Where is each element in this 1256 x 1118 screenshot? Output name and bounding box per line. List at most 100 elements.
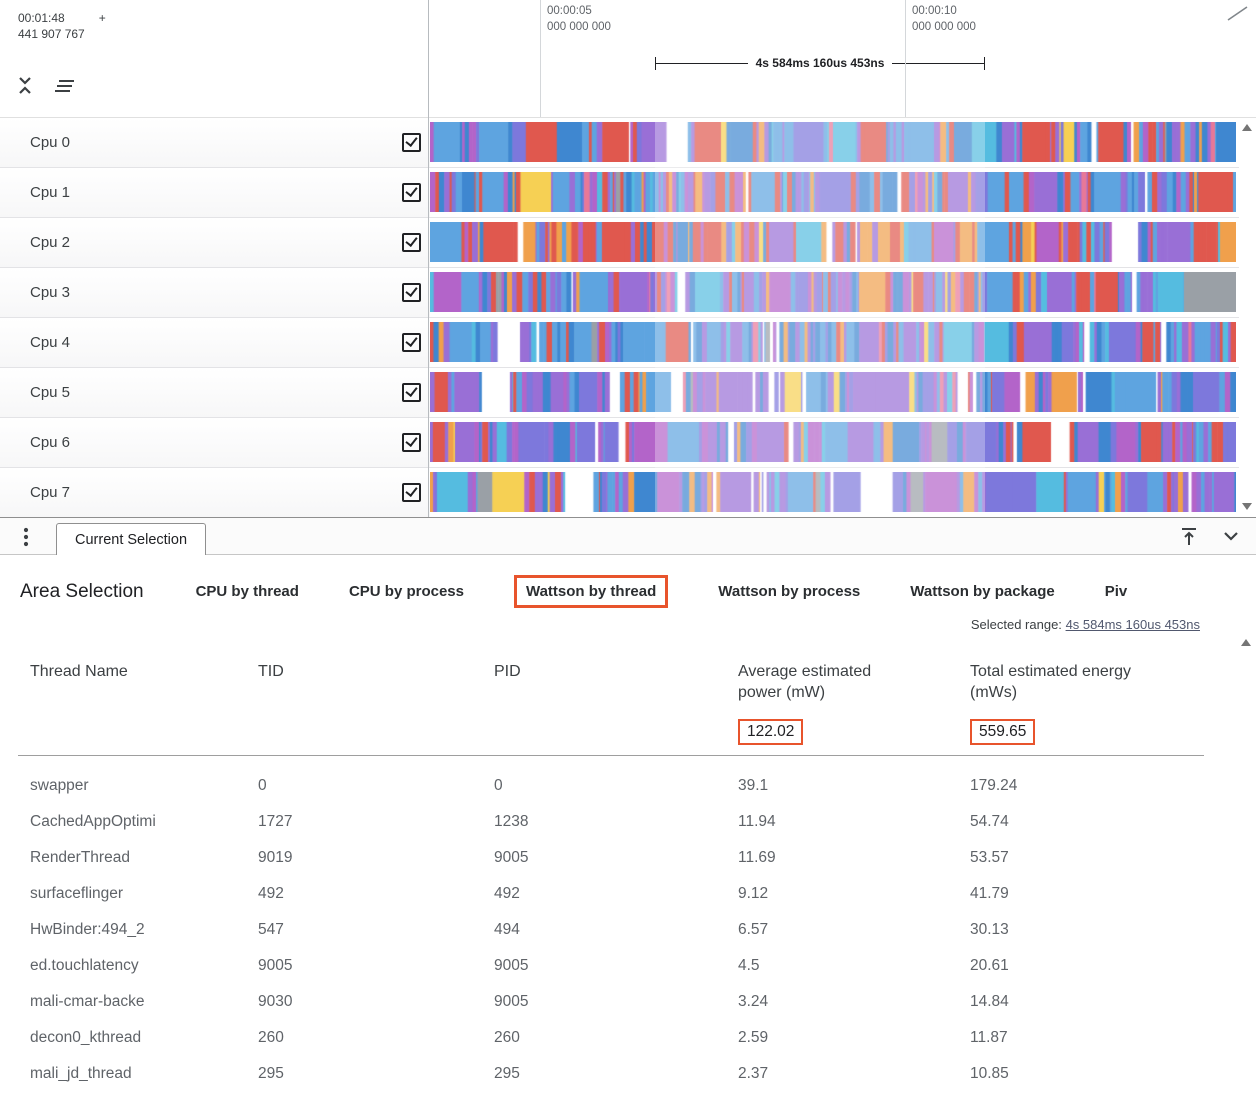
diagonal-handle-icon xyxy=(1227,6,1248,21)
table-cell: 547 xyxy=(258,921,284,938)
table-row[interactable]: CachedAppOptimi 1727 1238 11.94 54.74 xyxy=(30,804,1204,840)
table-cell: 20.61 xyxy=(970,957,1009,974)
table-cell: 2.59 xyxy=(738,1029,769,1046)
table-cell: 4.5 xyxy=(738,957,760,974)
selection-duration-bracket: 4s 584ms 160us 453ns xyxy=(655,55,986,71)
track-timeline[interactable] xyxy=(430,468,1256,517)
table-cell: mali-cmar-backe xyxy=(30,993,145,1010)
track-label-cell[interactable]: Cpu 4 xyxy=(0,318,430,367)
cpu-track-row: Cpu 0 xyxy=(0,118,1256,168)
column-header: Thread Name xyxy=(30,663,128,680)
summary-empty-cell xyxy=(494,719,738,745)
tick-subtime: 000 000 000 xyxy=(912,20,976,33)
track-slices-canvas[interactable] xyxy=(430,222,1236,262)
table-row[interactable]: mali-cmar-backe 9030 9005 3.24 14.84 xyxy=(30,984,1204,1020)
track-checkbox[interactable] xyxy=(402,483,421,502)
tab-cpu-by-process[interactable]: CPU by process xyxy=(348,583,464,600)
table-cell: 14.84 xyxy=(970,993,1009,1010)
table-cell: 260 xyxy=(258,1029,284,1046)
track-timeline[interactable] xyxy=(430,418,1256,467)
track-checkbox[interactable] xyxy=(402,283,421,302)
table-row[interactable]: mali_jd_thread 295 295 2.37 10.85 xyxy=(30,1056,1204,1092)
track-label-cell[interactable]: Cpu 3 xyxy=(0,268,430,317)
scroll-up-arrow-icon[interactable] xyxy=(1241,639,1251,646)
track-label-cell[interactable]: Cpu 5 xyxy=(0,368,430,417)
timeline-gridline: 00:00:10 000 000 000 xyxy=(905,0,976,117)
track-label-cell[interactable]: Cpu 7 xyxy=(0,468,430,517)
table-cell: 11.87 xyxy=(970,1029,1008,1046)
unfold-less-icon[interactable] xyxy=(14,76,36,95)
track-checkbox[interactable] xyxy=(402,183,421,202)
table-row[interactable]: swapper 0 0 39.1 179.24 xyxy=(30,768,1204,804)
table-cell: HwBinder:494_2 xyxy=(30,921,145,938)
drag-handle-icon[interactable] xyxy=(22,526,30,548)
table-cell: 9019 xyxy=(258,849,293,866)
scroll-down-arrow-icon[interactable] xyxy=(1242,503,1252,510)
track-checkbox[interactable] xyxy=(402,433,421,452)
track-slices-canvas[interactable] xyxy=(430,322,1236,362)
track-title: Cpu 4 xyxy=(30,334,71,351)
track-title: Cpu 7 xyxy=(30,484,71,501)
table-cell: 54.74 xyxy=(970,813,1009,830)
tab-wattson-by-process[interactable]: Wattson by process xyxy=(718,583,861,600)
table-row[interactable]: HwBinder:494_2 547 494 6.57 30.13 xyxy=(30,912,1204,948)
track-label-cell[interactable]: Cpu 0 xyxy=(0,118,430,167)
area-selection-title: Area Selection xyxy=(20,580,144,602)
track-title: Cpu 2 xyxy=(30,234,71,251)
track-title: Cpu 0 xyxy=(30,134,71,151)
track-slices-canvas[interactable] xyxy=(430,472,1236,512)
table-cell: 492 xyxy=(494,885,520,902)
scroll-up-arrow-icon[interactable] xyxy=(1242,124,1252,131)
table-cell: 41.79 xyxy=(970,885,1009,902)
table-cell: surfaceflinger xyxy=(30,885,124,902)
table-row[interactable]: RenderThread 9019 9005 11.69 53.57 xyxy=(30,840,1204,876)
details-scrollbar[interactable] xyxy=(1241,639,1251,646)
tab-wattson-by-thread[interactable]: Wattson by thread xyxy=(513,575,669,608)
tab-wattson-by-package[interactable]: Wattson by package xyxy=(910,583,1055,600)
table-row[interactable]: ed.touchlatency 9005 9005 4.5 20.61 xyxy=(30,948,1204,984)
track-slices-canvas[interactable] xyxy=(430,422,1236,462)
tab-cpu-by-thread[interactable]: CPU by thread xyxy=(195,583,299,600)
track-timeline[interactable] xyxy=(430,318,1256,367)
cpu-track-row: Cpu 6 xyxy=(0,418,1256,468)
summary-total-energy-cell: 559.65 xyxy=(970,719,1204,745)
cpu-track-row: Cpu 2 xyxy=(0,218,1256,268)
table-cell: 2.37 xyxy=(738,1065,769,1082)
chevron-down-icon[interactable] xyxy=(1220,525,1242,547)
track-slices-canvas[interactable] xyxy=(430,172,1236,212)
timeline-header[interactable]: 00:01:48 + 441 907 767 4s 584ms 160us 453… xyxy=(0,0,1256,117)
tab-current-selection[interactable]: Current Selection xyxy=(56,523,207,555)
tab-current-selection-label: Current Selection xyxy=(75,531,188,548)
table-row[interactable]: surfaceflinger 492 492 9.12 41.79 xyxy=(30,876,1204,912)
track-label-cell[interactable]: Cpu 6 xyxy=(0,418,430,467)
track-label-cell[interactable]: Cpu 1 xyxy=(0,168,430,217)
track-checkbox[interactable] xyxy=(402,233,421,252)
selected-range-value[interactable]: 4s 584ms 160us 453ns xyxy=(1065,617,1200,632)
track-slices-canvas[interactable] xyxy=(430,272,1236,312)
track-timeline[interactable] xyxy=(430,118,1256,167)
clear-all-icon[interactable] xyxy=(52,77,76,95)
cpu-track-row: Cpu 4 xyxy=(0,318,1256,368)
table-row[interactable]: decon0_kthread 260 260 2.59 11.87 xyxy=(30,1020,1204,1056)
track-timeline[interactable] xyxy=(430,168,1256,217)
track-label-cell[interactable]: Cpu 2 xyxy=(0,218,430,267)
table-header-row: Thread Name TID PID Average estimated power… xyxy=(30,661,1204,703)
track-slices-canvas[interactable] xyxy=(430,122,1236,162)
track-checkbox[interactable] xyxy=(402,383,421,402)
tab-piv[interactable]: Piv xyxy=(1104,583,1128,600)
table-cell: 9005 xyxy=(494,957,529,974)
selected-range-label: Selected range: xyxy=(970,617,1062,632)
vertical-align-top-icon[interactable] xyxy=(1178,525,1200,547)
table-cell: 295 xyxy=(494,1065,520,1082)
track-slices-canvas[interactable] xyxy=(430,372,1236,412)
track-timeline[interactable] xyxy=(430,268,1256,317)
track-timeline[interactable] xyxy=(430,218,1256,267)
track-title: Cpu 1 xyxy=(30,184,71,201)
table-cell: 1238 xyxy=(494,813,529,830)
track-checkbox[interactable] xyxy=(402,333,421,352)
tracks-scrollbar[interactable] xyxy=(1239,118,1256,516)
track-timeline[interactable] xyxy=(430,368,1256,417)
tick-time: 00:00:05 xyxy=(547,5,592,17)
track-checkbox[interactable] xyxy=(402,133,421,152)
